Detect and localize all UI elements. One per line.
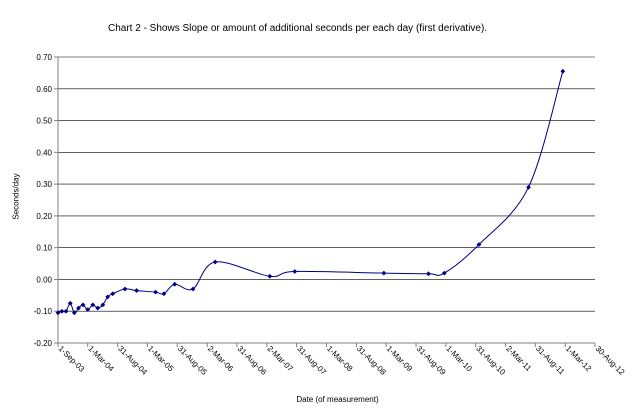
x-tick-label: 1-Mar-12: [564, 344, 594, 374]
x-tick-label: 31-Aug-05: [176, 344, 209, 377]
data-point: [105, 294, 111, 300]
data-point: [292, 269, 298, 274]
x-tick-label: 1-Mar-04: [86, 344, 116, 374]
y-tick-label: 0.30: [36, 180, 52, 189]
data-point: [67, 300, 73, 306]
data-point: [122, 286, 128, 292]
y-tick-label: 0.10: [36, 244, 52, 253]
x-tick-label: 31-Aug-10: [474, 344, 507, 377]
data-point: [55, 310, 61, 316]
x-tick-label: 2-Mar-06: [206, 344, 236, 374]
data-point: [59, 308, 65, 314]
data-point: [63, 308, 69, 314]
x-tick-label: 31-Aug-06: [236, 344, 269, 377]
y-tick-label: 0.70: [36, 53, 52, 62]
data-point: [172, 281, 178, 287]
y-tick-label: -0.20: [34, 339, 53, 348]
x-tick-label: 2-Mar-11: [504, 344, 533, 373]
data-point: [426, 271, 431, 277]
x-tick-label: 31-Aug-04: [116, 344, 149, 377]
data-point: [526, 184, 531, 190]
x-tick-label: 31-Aug-07: [295, 344, 328, 377]
y-tick-label: 0.00: [36, 275, 52, 284]
data-point: [110, 291, 116, 297]
chart-title: Chart 2 - Shows Slope or amount of addit…: [108, 23, 488, 34]
x-tick-label: 1-Mar-10: [444, 344, 474, 374]
data-point: [71, 310, 77, 316]
y-tick-label: 0.20: [36, 212, 52, 221]
x-tick-label: 31-Aug-11: [534, 344, 567, 377]
data-point: [134, 288, 140, 293]
x-tick-label: 1-Mar-08: [325, 344, 355, 374]
y-tick-label: 0.60: [36, 85, 52, 94]
data-point: [100, 302, 106, 308]
x-tick-label: 31-Aug-08: [355, 344, 388, 377]
data-point: [190, 286, 196, 292]
series-line: [57, 71, 564, 314]
y-tick-label: 0.50: [36, 117, 52, 126]
data-point: [90, 302, 96, 308]
data-point: [80, 302, 86, 308]
data-point: [441, 270, 447, 276]
data-point: [161, 291, 167, 297]
x-tick-label: 31-Aug-09: [415, 344, 448, 377]
x-axis-label: Date (of measurement): [296, 395, 379, 404]
data-point: [153, 289, 158, 295]
x-tick-label: 30-Aug-12: [594, 344, 627, 377]
data-point: [267, 273, 273, 279]
y-tick-label: 0.40: [36, 148, 52, 157]
x-tick-label: 1-Mar-05: [146, 344, 176, 374]
data-point: [85, 307, 91, 313]
x-tick-label: 1-Mar-09: [385, 344, 415, 374]
data-point: [212, 259, 218, 265]
data-point: [95, 305, 101, 311]
y-tick-label: -0.10: [34, 307, 53, 316]
x-tick-label: 1-Sep-03: [57, 344, 87, 374]
data-point: [476, 242, 482, 247]
data-point: [560, 68, 566, 74]
x-tick-label: 2-Mar-07: [265, 344, 295, 374]
data-point: [76, 305, 81, 311]
data-point: [381, 270, 387, 276]
